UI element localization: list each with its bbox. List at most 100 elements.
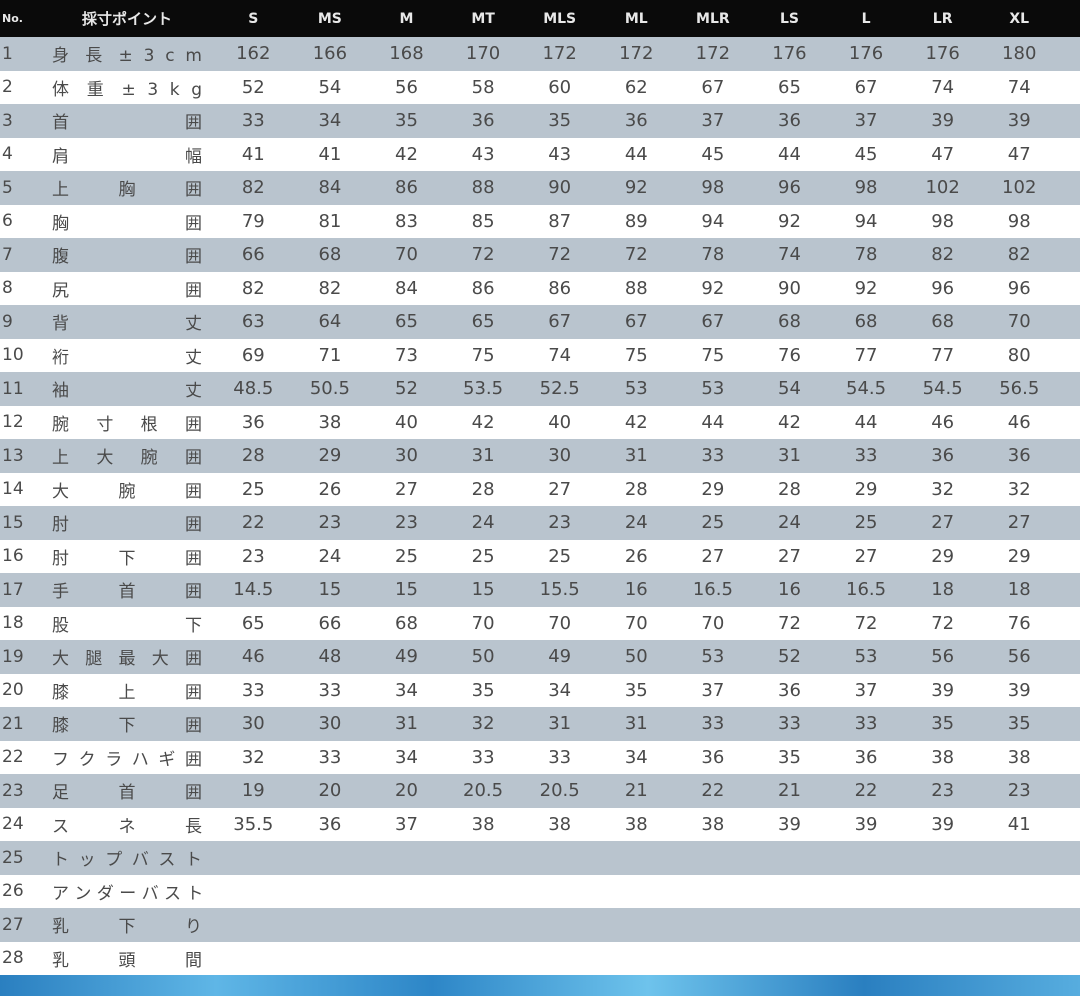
cell-ms: 34 [318,110,342,132]
cell-l: 22 [854,780,878,802]
cell-s: 66 [241,244,265,266]
cell-ml: 72 [624,244,648,266]
cell-lr: 29 [931,545,955,567]
cell-mt: 50 [471,646,495,668]
cell-mt: 58 [471,76,495,98]
cell-mlr: 36 [701,746,725,768]
table-row: 19 大 腿 最 大 囲 46 48 49 50 49 50 53 52 53 56 56 [0,640,1080,674]
cell-s: 36 [241,411,265,433]
cell-mlr: 37 [701,679,725,701]
cell-ms: 33 [318,679,342,701]
cell-mt: 28 [471,478,495,500]
measurement-point: 腕 寸 根 囲 [52,414,202,435]
cell-l: 37 [854,110,878,132]
row-number: 16 [2,546,24,567]
cell-lr: 18 [931,579,955,601]
cell-ls: 54 [778,378,801,400]
cell-l: 176 [848,43,884,65]
cell-ms: 50.5 [309,378,350,400]
cell-lr: 176 [925,43,960,65]
table-header: No. 採寸ポイント S MS M MT MLS ML MLR LS L LR XL [0,0,1080,37]
cell-ml: 44 [624,143,648,165]
cell-ls: 90 [778,277,801,299]
cell-mt: 85 [471,210,495,232]
cell-m: 20 [395,780,418,802]
cell-ls: 31 [778,445,801,467]
cell-ms: 166 [312,43,348,65]
cell-mlr: 29 [701,478,725,500]
measurement-point: 首 囲 [52,113,202,134]
cell-s: 65 [241,612,265,634]
cell-xl: 39 [1007,679,1031,701]
measurement-point: 肘 囲 [52,515,202,536]
cell-ls: 42 [778,411,801,433]
cell-ms: 48 [318,646,342,668]
table-row: 2 体 重 ± 3 k g 52 54 56 58 60 62 67 65 67 74 74 [0,70,1080,104]
measurement-point: フ ク ラ ハ ギ 囲 [52,749,202,770]
cell-mt: 24 [471,512,495,534]
cell-m: 68 [395,612,418,634]
measurement-point: 股 下 [52,615,202,636]
cell-ms: 84 [318,177,342,199]
table-row: 18 股 下 65 66 68 70 70 70 70 72 72 72 76 [0,606,1080,640]
cell-mls: 35 [548,110,572,132]
cell-m: 31 [395,713,418,735]
cell-s: 33 [241,679,265,701]
cell-s: 52 [241,76,265,98]
table-row: 24 ス ネ 長 35.5 36 37 38 38 38 38 39 39 39 41 [0,807,1080,841]
measurement-point: ト ッ プ バ ス ト [52,850,202,871]
cell-mlr: 70 [701,612,725,634]
cell-ls: 176 [772,43,807,65]
cell-mlr: 92 [701,277,725,299]
cell-s: 32 [241,746,265,768]
cell-l: 94 [854,210,878,232]
cell-ls: 21 [778,780,801,802]
cell-l: 29 [854,478,878,500]
row-number: 1 [2,43,13,64]
measurement-point: 背 丈 [52,314,202,335]
cell-mlr: 78 [701,244,725,266]
cell-ml: 53 [624,378,648,400]
cell-ms: 82 [318,277,342,299]
cell-s: 162 [236,43,271,65]
cell-l: 37 [854,679,878,701]
cell-ml: 16 [624,579,648,601]
cell-ms: 30 [318,713,342,735]
cell-m: 70 [395,244,418,266]
measurement-point: 大 腕 囲 [52,481,202,502]
cell-mls: 70 [548,612,572,634]
cell-s: 33 [241,110,265,132]
cell-lr: 98 [931,210,955,232]
cell-s: 82 [241,177,265,199]
cell-ml: 38 [624,813,648,835]
row-number: 7 [2,244,13,265]
cell-ls: 76 [778,344,801,366]
cell-lr: 72 [931,612,955,634]
header-point: 採寸ポイント [81,10,172,28]
cell-xl: 18 [1007,579,1031,601]
cell-l: 33 [854,445,878,467]
cell-l: 25 [854,512,878,534]
cell-l: 39 [854,813,878,835]
cell-l: 78 [854,244,878,266]
cell-xl: 56 [1007,646,1031,668]
table-row: 13 上 大 腕 囲 28 29 30 31 30 31 33 31 33 36 36 [0,439,1080,473]
row-number: 6 [2,211,13,232]
row-number: 3 [2,110,13,131]
cell-ls: 96 [778,177,801,199]
cell-xl: 38 [1007,746,1031,768]
cell-ms: 71 [318,344,342,366]
cell-ml: 75 [624,344,648,366]
cell-l: 98 [854,177,878,199]
cell-s: 69 [241,344,265,366]
cell-mls: 49 [548,646,572,668]
cell-mlr: 38 [701,813,725,835]
cell-m: 25 [395,545,418,567]
measurement-point: 身 長 ± 3 c m [52,46,202,67]
cell-m: 34 [395,746,418,768]
cell-m: 83 [395,210,418,232]
cell-mls: 90 [548,177,572,199]
cell-mt: 31 [471,445,495,467]
cell-mls: 31 [548,713,572,735]
header-size-lr: LR [932,10,953,27]
